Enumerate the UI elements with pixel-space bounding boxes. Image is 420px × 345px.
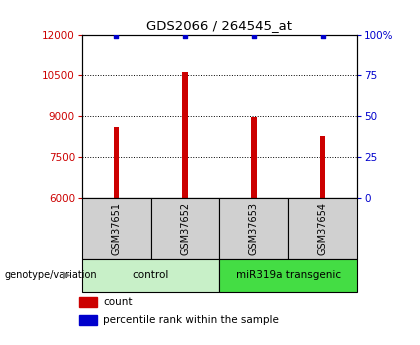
Bar <box>79 297 97 306</box>
Bar <box>182 72 188 198</box>
Text: percentile rank within the sample: percentile rank within the sample <box>103 315 279 325</box>
Title: GDS2066 / 264545_at: GDS2066 / 264545_at <box>147 19 292 32</box>
Bar <box>82 198 151 259</box>
Text: count: count <box>103 297 133 307</box>
Bar <box>220 198 288 259</box>
Point <box>250 33 257 39</box>
Bar <box>151 198 220 259</box>
Bar <box>220 259 357 292</box>
Text: control: control <box>132 270 169 280</box>
Text: GSM37654: GSM37654 <box>318 202 328 255</box>
Text: GSM37652: GSM37652 <box>180 202 190 255</box>
Text: miR319a transgenic: miR319a transgenic <box>236 270 341 280</box>
Bar <box>113 127 119 198</box>
Point <box>319 33 326 39</box>
Bar <box>79 315 97 325</box>
Bar <box>320 136 326 198</box>
Bar <box>288 198 357 259</box>
Bar <box>251 117 257 198</box>
Point <box>182 33 189 39</box>
Text: genotype/variation: genotype/variation <box>4 270 97 280</box>
Text: GSM37651: GSM37651 <box>111 202 121 255</box>
Text: GSM37653: GSM37653 <box>249 202 259 255</box>
Point <box>113 33 120 39</box>
Text: ▶: ▶ <box>63 270 71 280</box>
Bar <box>82 259 220 292</box>
